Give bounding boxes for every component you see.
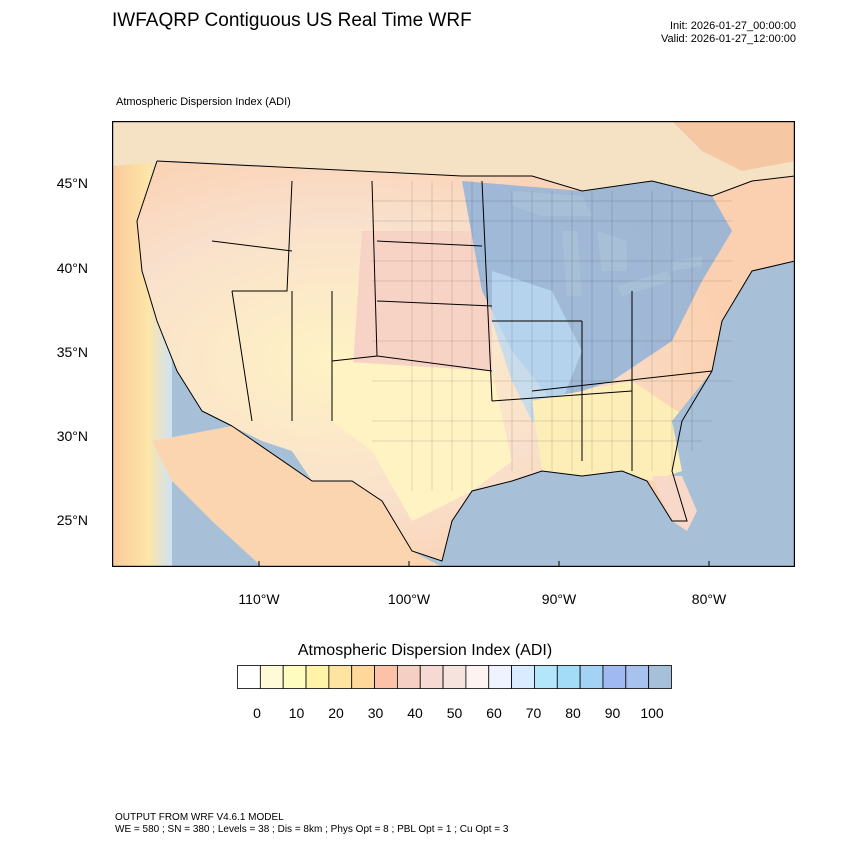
- lake-erie: [617, 271, 672, 296]
- valid-time: Valid: 2026-01-27_12:00:00: [661, 33, 796, 45]
- colorbar: [237, 665, 672, 689]
- colorbar-label: 10: [288, 705, 305, 721]
- colorbar-swatch: [579, 665, 604, 689]
- colorbar-label: 20: [328, 705, 344, 721]
- colorbar-label: 50: [446, 705, 463, 721]
- texas-region: [332, 361, 512, 521]
- lon-label-110w: 110°W: [238, 591, 280, 607]
- lat-label-45: 45°N: [56, 175, 88, 191]
- colorbar-swatch: [328, 665, 353, 689]
- lon-label-80w: 80°W: [691, 591, 727, 607]
- colorbar-label: 30: [367, 705, 384, 721]
- canada-east-warm: [672, 121, 795, 171]
- county-borders: [372, 181, 732, 491]
- colorbar-swatch: [259, 665, 284, 689]
- colorbar-swatch: [282, 665, 307, 689]
- colorbar-swatch: [237, 665, 261, 689]
- canada-region: [112, 121, 795, 196]
- colorbar-label: 80: [565, 705, 581, 721]
- colorbar-swatch: [625, 665, 650, 689]
- colorbar-swatch: [351, 665, 375, 689]
- lake-superior: [512, 191, 592, 216]
- colorbar-swatch: [465, 665, 490, 689]
- model-line-2: WE = 580 ; SN = 380 ; Levels = 38 ; Dis …: [115, 824, 509, 835]
- chart-title: IWFAQRP Contiguous US Real Time WRF: [112, 10, 472, 31]
- colorbar-swatch: [305, 665, 330, 689]
- colorbar-label: 40: [407, 705, 423, 721]
- gulf-of-mexico: [442, 471, 687, 567]
- lat-label-35: 35°N: [56, 344, 88, 360]
- colorbar-label: 100: [640, 705, 664, 721]
- lon-ticks: [258, 561, 710, 567]
- init-valid-block: Init: 2026-01-27_00:00:00 Valid: 2026-01…: [661, 20, 796, 46]
- lat-label-30: 30°N: [56, 428, 88, 444]
- lon-label-90w: 90°W: [541, 591, 577, 607]
- colorbar-label: 90: [604, 705, 621, 721]
- lake-michigan: [562, 231, 582, 296]
- lat-label-40: 40°N: [56, 260, 88, 276]
- colorbar-label: 0: [253, 705, 261, 721]
- lon-label-100w: 100°W: [387, 591, 431, 607]
- model-info: OUTPUT FROM WRF V4.6.1 MODEL WE = 580 ; …: [115, 812, 508, 836]
- colorbar-label: 60: [486, 705, 502, 721]
- mexico-land: [152, 426, 442, 567]
- atlantic-ocean: [672, 261, 795, 567]
- state-borders: [136, 160, 795, 562]
- colorbar-swatch: [488, 665, 512, 689]
- colorbar-swatch: [396, 665, 421, 689]
- adi-map: [112, 121, 795, 567]
- colorbar-swatch: [534, 665, 558, 689]
- colorbar-title: Atmospheric Dispersion Index (ADI): [297, 642, 553, 659]
- colorbar-swatch: [442, 665, 467, 689]
- init-time: Init: 2026-01-27_00:00:00: [670, 20, 796, 32]
- lake-huron: [597, 231, 627, 271]
- colorbar-swatch: [374, 665, 398, 689]
- map-frame: [112, 121, 795, 567]
- variable-label: Atmospheric Dispersion Index (ADI): [116, 96, 291, 108]
- model-line-1: OUTPUT FROM WRF V4.6.1 MODEL: [115, 812, 284, 823]
- colorbar-swatch: [511, 665, 535, 689]
- colorbar-swatch: [556, 665, 581, 689]
- colorbar-label: 70: [525, 705, 542, 721]
- lake-ontario: [672, 256, 702, 271]
- lat-label-25: 25°N: [56, 512, 88, 528]
- colorbar-swatch: [602, 665, 627, 689]
- colorbar-swatch: [648, 665, 672, 689]
- colorbar-swatch: [419, 665, 444, 689]
- midwest-light-blue: [492, 271, 582, 421]
- southeast-region: [532, 381, 692, 481]
